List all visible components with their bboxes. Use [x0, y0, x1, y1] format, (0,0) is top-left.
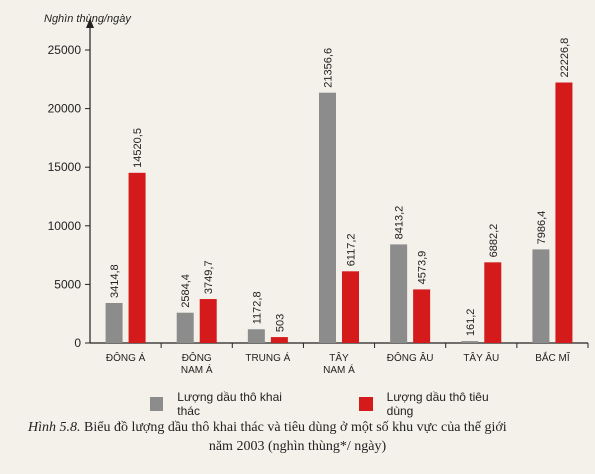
y-tick-label: 10000	[48, 219, 82, 233]
legend: Lượng dầu thô khai thác Lượng dầu thô ti…	[150, 390, 570, 418]
bar-consumption	[128, 172, 146, 343]
bar-extraction	[319, 92, 336, 343]
bar-consumption	[413, 289, 431, 343]
y-axis-title: Nghìn thùng/ngày	[44, 13, 132, 25]
legend-item-consumption: Lượng dầu thô tiêu dùng	[359, 390, 512, 418]
y-tick-label: 5000	[54, 277, 81, 291]
bar-extraction	[176, 312, 194, 343]
data-label: 22226,8	[559, 38, 571, 78]
data-label: 3749,7	[203, 260, 215, 294]
bar-extraction	[247, 329, 265, 343]
bar-extraction	[105, 302, 123, 343]
bar-consumption	[484, 262, 502, 343]
category-label: TRUNG Á	[245, 351, 290, 364]
y-tick-label: 20000	[48, 102, 82, 116]
y-tick-label: 0	[74, 336, 81, 350]
data-label: 3414,8	[109, 264, 121, 298]
bar-consumption	[555, 82, 573, 344]
caption-text: Biểu đồ lượng dầu thô khai thác và tiêu …	[80, 420, 507, 435]
legend-label-consumption: Lượng dầu thô tiêu dùng	[386, 390, 489, 418]
y-tick-label: 25000	[48, 43, 82, 57]
legend-swatch-extraction	[150, 397, 164, 411]
data-label: 4573,9	[417, 251, 429, 285]
legend-item-extraction: Lượng dầu thô khai thác	[150, 390, 301, 418]
category-label: NAM Á	[323, 363, 355, 376]
category-label: ĐÔNG Á	[106, 351, 146, 364]
category-label: ĐÔNG ÂU	[387, 351, 434, 364]
bar-extraction	[390, 244, 408, 343]
category-label: TÂY	[329, 351, 349, 364]
caption-prefix: Hình 5.8.	[28, 420, 81, 435]
data-label: 21356,6	[323, 48, 335, 88]
category-label: NAM Á	[181, 363, 213, 376]
data-label: 6117,2	[346, 233, 358, 266]
category-label: ĐÔNG	[182, 351, 212, 364]
bar-extraction	[461, 341, 479, 343]
bar-chart: Nghìn thùng/ngày 0 5000 10000 15000 20000 2500…	[44, 13, 589, 376]
data-label: 14520,5	[132, 128, 144, 168]
bar-consumption	[342, 271, 359, 343]
data-label: 8413,2	[394, 206, 406, 240]
bar-consumption	[270, 337, 288, 343]
data-label: 161,2	[465, 309, 477, 337]
y-axis-arrow-icon	[86, 18, 94, 28]
legend-swatch-consumption	[359, 397, 373, 411]
caption-line-2: năm 2003 (nghìn thùng*/ ngày)	[208, 439, 387, 454]
bar-extraction	[532, 249, 550, 343]
caption-line-1: Hình 5.8. Biểu đồ lượng dầu thô khai thá…	[0, 418, 595, 437]
data-label: 1172,8	[251, 291, 263, 324]
data-label: 6882,2	[488, 224, 500, 258]
category-label: BẮC MĨ	[535, 351, 571, 364]
data-label: 2584,4	[180, 274, 192, 308]
category-label: TÂY ÂU	[463, 351, 499, 364]
bar-consumption	[199, 299, 217, 343]
y-tick-label: 15000	[48, 160, 82, 174]
legend-label-extraction: Lượng dầu thô khai thác	[177, 390, 282, 418]
data-label: 503	[274, 314, 286, 332]
data-label: 7986,4	[536, 211, 548, 245]
figure-caption: Hình 5.8. Biểu đồ lượng dầu thô khai thá…	[0, 418, 595, 456]
